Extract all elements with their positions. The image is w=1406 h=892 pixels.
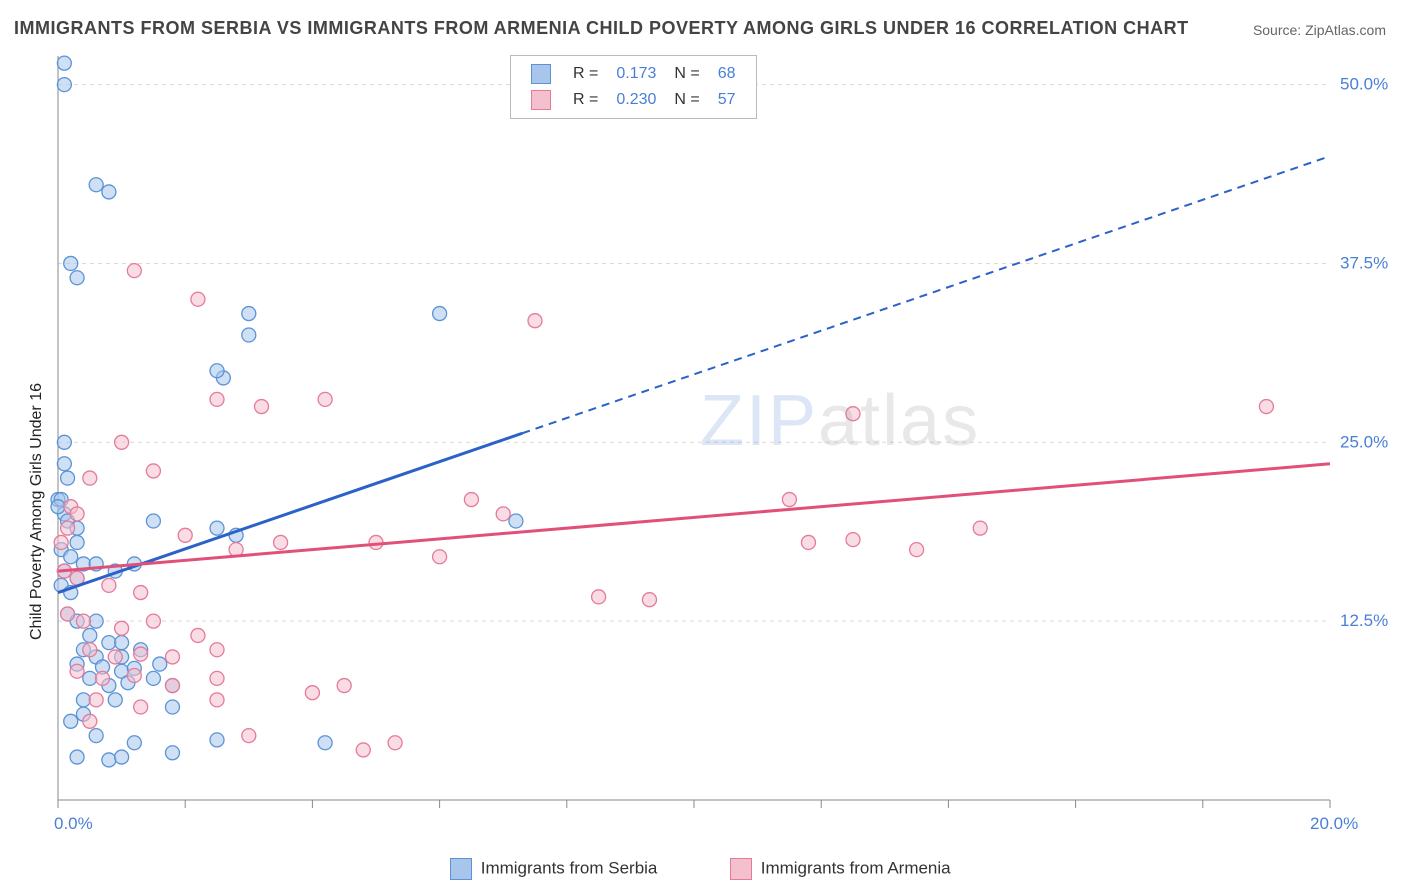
chart-title: IMMIGRANTS FROM SERBIA VS IMMIGRANTS FRO…	[14, 18, 1189, 39]
r-value: 0.173	[608, 62, 664, 86]
legend-swatch	[450, 858, 472, 880]
legend-swatch	[730, 858, 752, 880]
n-value: 57	[710, 88, 744, 112]
legend-row: R =0.230N =57	[523, 88, 744, 112]
n-label: N =	[666, 62, 707, 86]
svg-text:25.0%: 25.0%	[1340, 432, 1388, 451]
x-axis-min-label: 0.0%	[54, 814, 93, 834]
svg-text:12.5%: 12.5%	[1340, 611, 1388, 630]
scatter-plot: 12.5% 25.0% 37.5% 50.0%	[50, 50, 1390, 840]
r-label: R =	[565, 62, 606, 86]
r-label: R =	[565, 88, 606, 112]
x-axis-max-label: 20.0%	[1310, 814, 1358, 834]
y-axis-label: Child Poverty Among Girls Under 16	[28, 383, 46, 640]
n-value: 68	[710, 62, 744, 86]
series-legend-item: Immigrants from Serbia	[450, 858, 657, 880]
r-value: 0.230	[608, 88, 664, 112]
legend-swatch	[531, 90, 551, 110]
svg-text:50.0%: 50.0%	[1340, 75, 1388, 94]
correlation-stats-legend: R =0.173N =68R =0.230N =57	[510, 55, 757, 119]
series-name: Immigrants from Serbia	[481, 858, 658, 877]
series-name: Immigrants from Armenia	[761, 858, 951, 877]
legend-swatch	[531, 64, 551, 84]
n-label: N =	[666, 88, 707, 112]
source-attribution: Source: ZipAtlas.com	[1253, 22, 1386, 38]
legend-row: R =0.173N =68	[523, 62, 744, 86]
series-legend-item: Immigrants from Armenia	[730, 858, 951, 880]
svg-text:37.5%: 37.5%	[1340, 253, 1388, 272]
